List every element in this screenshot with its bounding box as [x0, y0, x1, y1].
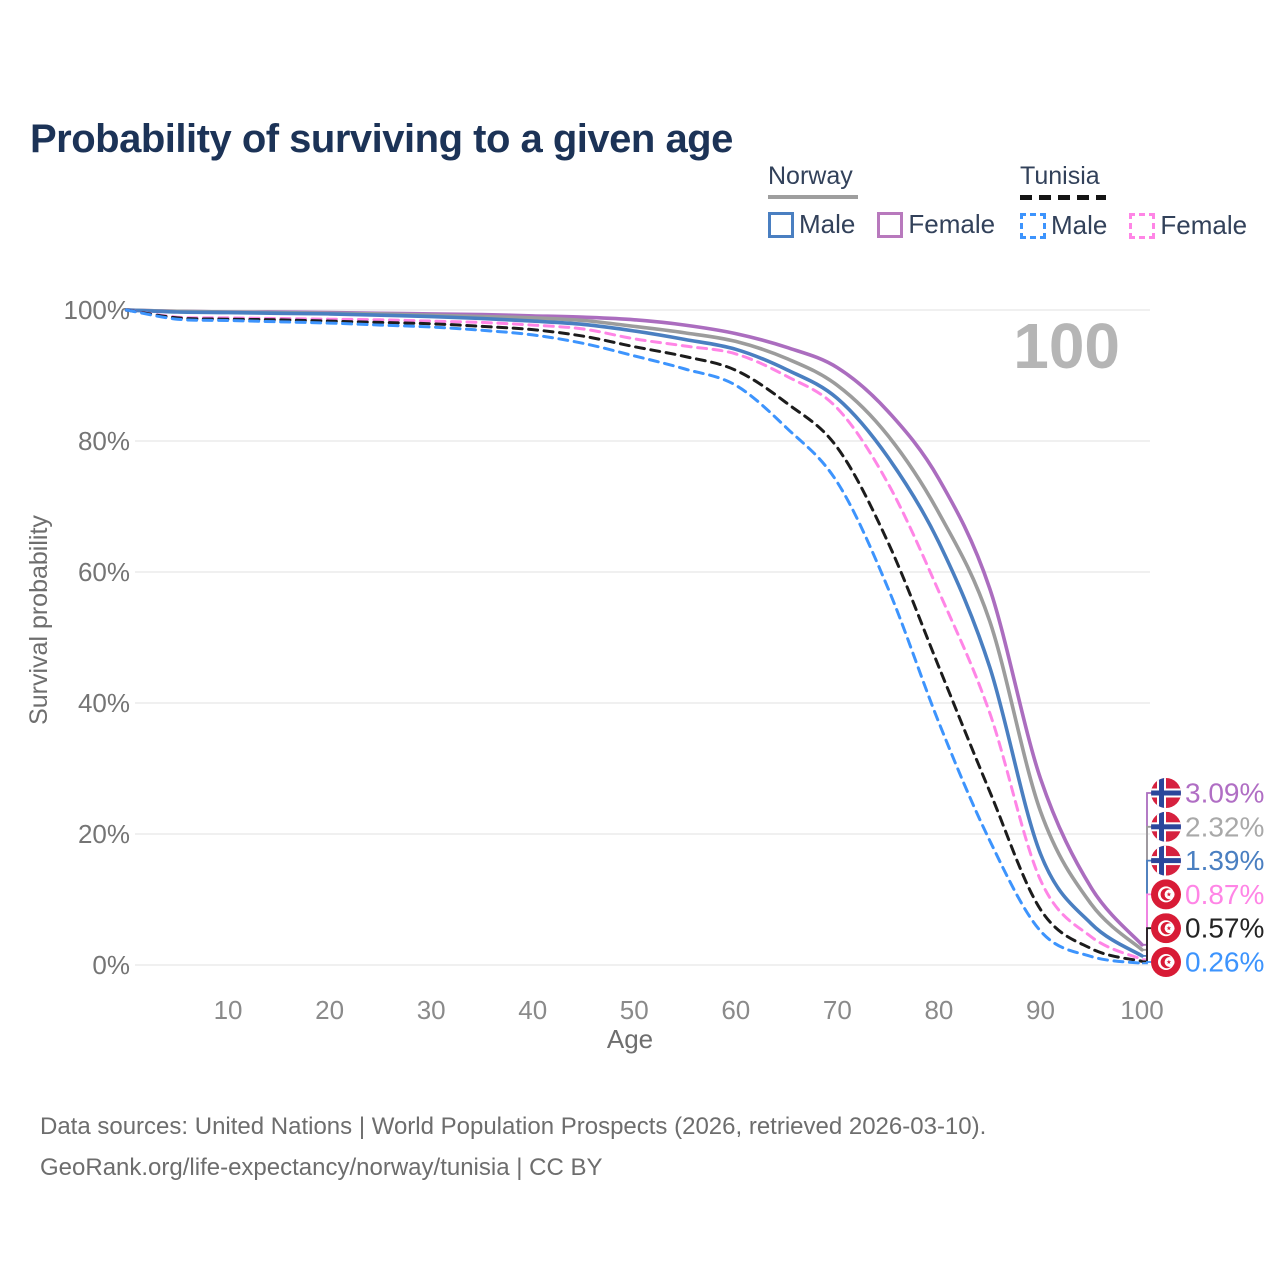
tunisia-male-swatch-icon: [1020, 212, 1046, 239]
legend-item-norway-male[interactable]: Male: [768, 209, 855, 240]
tunisia-female-swatch-icon: [1129, 212, 1156, 239]
end-value-label-tunisia-all: 0.57%: [1185, 913, 1264, 944]
legend-norway-header[interactable]: Norway: [768, 162, 995, 199]
legend-norway-header-label: Norway: [768, 162, 853, 190]
x-axis-title: Age: [607, 1024, 653, 1054]
series-line-tunisia-female: [125, 308, 1144, 961]
x-tick-label: 30: [417, 995, 446, 1025]
y-axis-title: Survival probability: [25, 515, 53, 725]
age-watermark: 100: [1013, 310, 1120, 382]
y-tick-label: 20%: [78, 819, 130, 849]
leader-line-tunisia-female: [1142, 893, 1151, 961]
footer-data-sources: Data sources: United Nations | World Pop…: [40, 1113, 987, 1140]
x-tick-label: 40: [518, 995, 547, 1025]
survival-probability-chart: 100 0% 20% 40% 60% 80% 100% 10 20 30 40 50 60 70 80 90…: [25, 295, 1264, 1054]
series-line-tunisia-all: [125, 308, 1144, 963]
x-tick-label: 80: [924, 995, 953, 1025]
y-tick-label: 100%: [64, 295, 131, 325]
end-value-label-tunisia-female: 0.87%: [1185, 879, 1264, 910]
y-tick-label: 60%: [78, 557, 130, 587]
y-tick-label: 80%: [78, 426, 130, 456]
series-line-tunisia-male: [125, 308, 1144, 965]
x-tick-label: 10: [214, 995, 243, 1025]
series-line-norway-all: [124, 308, 1144, 952]
legend-group-norway: Norway Male Female: [768, 162, 995, 240]
footer-attribution: GeoRank.org/life-expectancy/norway/tunis…: [40, 1154, 603, 1181]
legend-tunisia-male-label: Male: [1051, 210, 1108, 240]
y-tick-label: 40%: [78, 688, 130, 718]
end-value-label-norway-male: 1.39%: [1185, 845, 1264, 876]
footer: Data sources: United Nations | World Pop…: [40, 1106, 986, 1188]
legend-tunisia-header[interactable]: Tunisia: [1020, 162, 1247, 200]
legend-item-norway-female[interactable]: Female: [877, 209, 995, 240]
y-tick-label: 0%: [92, 950, 130, 980]
legend-item-tunisia-female[interactable]: Female: [1129, 210, 1247, 241]
end-value-label-norway-female: 3.09%: [1185, 778, 1264, 809]
legend-item-tunisia-male[interactable]: Male: [1020, 210, 1107, 241]
page-title: Probability of surviving to a given age: [30, 116, 733, 161]
flag-icon-tunisia: [1151, 913, 1181, 943]
x-tick-label: 60: [721, 995, 750, 1025]
end-value-label-norway-all: 2.32%: [1185, 811, 1264, 842]
end-value-label-tunisia-male: 0.26%: [1185, 947, 1264, 978]
legend-tunisia-header-label: Tunisia: [1020, 162, 1100, 190]
x-tick-label: 20: [315, 995, 344, 1025]
legend-tunisia-female-label: Female: [1160, 210, 1248, 240]
norway-male-swatch-icon: [768, 211, 794, 238]
norway-female-swatch-icon: [877, 211, 904, 238]
legend-norway-female-label: Female: [908, 209, 996, 239]
x-tick-label: 100: [1120, 995, 1163, 1025]
x-tick-label: 70: [823, 995, 852, 1025]
series-line-norway-male: [124, 308, 1144, 958]
flag-icon-norway: [1151, 812, 1181, 842]
flag-icon-norway: [1151, 846, 1181, 876]
leader-line-tunisia-male: [1142, 961, 1151, 965]
flag-icon-tunisia: [1151, 879, 1181, 909]
flag-icon-norway: [1151, 778, 1181, 808]
legend-norway-male-label: Male: [799, 209, 856, 239]
x-tick-label: 50: [620, 995, 649, 1025]
tunisia-average-line-swatch: [1020, 195, 1106, 200]
leader-line-tunisia-all: [1142, 927, 1151, 963]
x-tick-label: 90: [1026, 995, 1055, 1025]
norway-average-line-swatch: [768, 195, 858, 199]
series-line-norway-female: [124, 308, 1144, 947]
flag-icon-tunisia: [1151, 947, 1181, 977]
legend-group-tunisia: Tunisia Male Female: [1020, 162, 1247, 241]
